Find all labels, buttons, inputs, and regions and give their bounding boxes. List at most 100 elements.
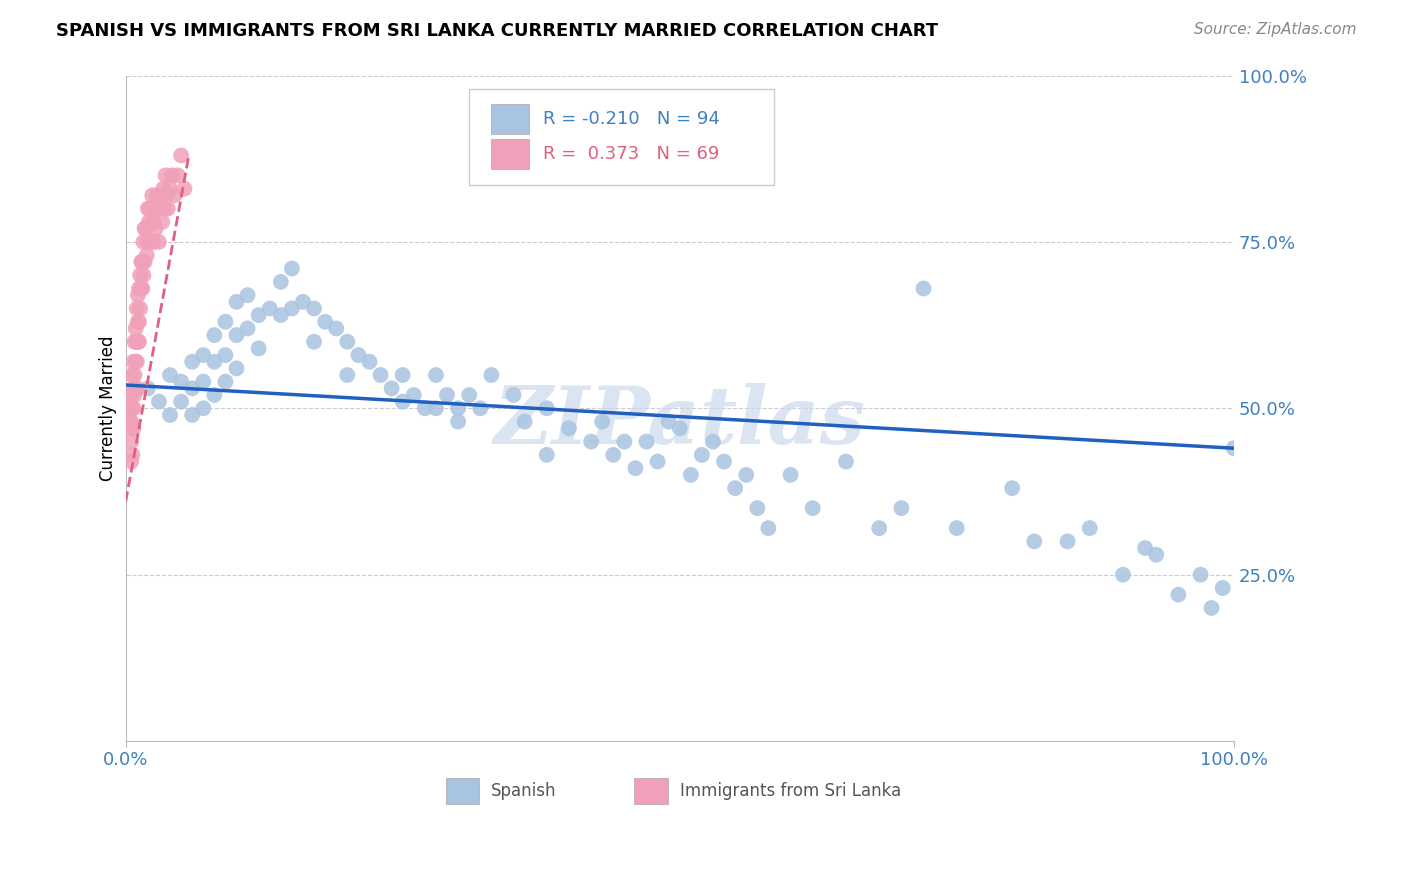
Point	[236, 288, 259, 302]
Point	[558, 421, 581, 435]
Point	[120, 388, 142, 402]
Point	[391, 368, 413, 382]
Point	[302, 301, 325, 316]
Point	[122, 401, 145, 416]
Point	[193, 401, 215, 416]
Point	[281, 301, 304, 316]
Point	[325, 321, 347, 335]
Point	[170, 394, 193, 409]
Point	[1133, 541, 1156, 555]
Point	[170, 148, 193, 162]
Text: R =  0.373   N = 69: R = 0.373 N = 69	[544, 145, 720, 163]
Point	[447, 401, 470, 416]
Point	[128, 315, 150, 329]
Point	[156, 202, 179, 216]
Point	[202, 328, 225, 343]
Point	[270, 308, 292, 322]
Point	[193, 348, 215, 362]
Point	[779, 467, 801, 482]
Point	[470, 401, 492, 416]
Point	[148, 235, 170, 249]
Point	[735, 467, 758, 482]
Point	[135, 248, 157, 262]
Point	[160, 169, 183, 183]
Text: ZIPatlas: ZIPatlas	[494, 383, 866, 460]
Point	[225, 328, 247, 343]
Point	[270, 275, 292, 289]
Point	[124, 381, 146, 395]
Point	[136, 202, 159, 216]
Point	[214, 375, 236, 389]
Point	[202, 355, 225, 369]
Point	[1144, 548, 1167, 562]
Point	[225, 361, 247, 376]
Point	[139, 202, 162, 216]
Point	[281, 261, 304, 276]
Point	[129, 281, 152, 295]
Point	[121, 421, 143, 435]
Point	[121, 401, 143, 416]
Point	[141, 235, 163, 249]
Point	[912, 281, 935, 295]
Point	[142, 235, 165, 249]
Point	[120, 415, 142, 429]
Point	[132, 268, 155, 283]
Point	[668, 421, 690, 435]
Point	[122, 381, 145, 395]
Point	[170, 375, 193, 389]
Point	[120, 434, 142, 449]
Text: R = -0.210   N = 94: R = -0.210 N = 94	[544, 110, 720, 128]
Point	[129, 301, 152, 316]
Point	[150, 215, 173, 229]
Point	[127, 288, 149, 302]
Point	[225, 294, 247, 309]
Point	[152, 182, 174, 196]
FancyBboxPatch shape	[491, 103, 529, 134]
Point	[128, 334, 150, 349]
Point	[436, 388, 458, 402]
Point	[136, 381, 159, 395]
Point	[247, 308, 270, 322]
Point	[347, 348, 370, 362]
Point	[122, 421, 145, 435]
Point	[121, 448, 143, 462]
Point	[602, 448, 624, 462]
Point	[120, 388, 142, 402]
Point	[145, 221, 167, 235]
Y-axis label: Currently Married: Currently Married	[100, 335, 117, 481]
FancyBboxPatch shape	[491, 139, 529, 169]
Point	[1212, 581, 1234, 595]
Point	[156, 188, 179, 202]
Point	[247, 342, 270, 356]
Point	[125, 381, 148, 395]
Point	[536, 401, 558, 416]
Point	[835, 454, 858, 468]
Point	[513, 415, 536, 429]
Point	[121, 368, 143, 382]
Point	[458, 388, 481, 402]
Point	[758, 521, 780, 535]
Point	[124, 368, 146, 382]
Point	[131, 255, 153, 269]
Point	[747, 501, 769, 516]
Point	[1189, 567, 1212, 582]
Point	[479, 368, 502, 382]
FancyBboxPatch shape	[470, 89, 773, 186]
Point	[613, 434, 636, 449]
Point	[125, 355, 148, 369]
Point	[166, 169, 188, 183]
Point	[127, 334, 149, 349]
Point	[702, 434, 724, 449]
Point	[128, 281, 150, 295]
Point	[624, 461, 647, 475]
Point	[314, 315, 336, 329]
Text: SPANISH VS IMMIGRANTS FROM SRI LANKA CURRENTLY MARRIED CORRELATION CHART: SPANISH VS IMMIGRANTS FROM SRI LANKA CUR…	[56, 22, 938, 40]
Point	[1167, 588, 1189, 602]
Point	[336, 368, 359, 382]
Point	[447, 415, 470, 429]
Point	[125, 334, 148, 349]
Point	[402, 388, 425, 402]
Point	[579, 434, 602, 449]
Point	[153, 202, 176, 216]
Point	[713, 454, 735, 468]
